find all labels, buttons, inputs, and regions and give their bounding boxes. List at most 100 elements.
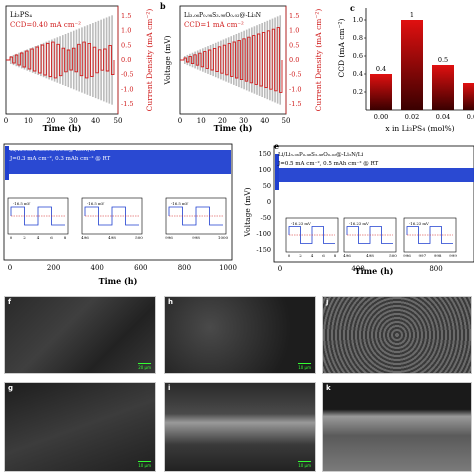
y-tick-label: 0.4: [353, 70, 363, 78]
y-tick-label: 1.0: [353, 16, 363, 24]
voltage-step: [194, 51, 196, 69]
y-tick-label: -0.5: [289, 71, 302, 79]
inset-tick-label: 498: [108, 235, 116, 240]
ccd-bar: [401, 20, 423, 110]
voltage-step: [207, 46, 209, 74]
y-tick-label: -1.0: [121, 85, 134, 93]
inset-voltage-line: [346, 226, 393, 244]
voltage-step: [108, 16, 111, 104]
inset-tick-label: 998: [192, 235, 200, 240]
inset-tick-label: 496: [343, 253, 351, 258]
inset-tick-label: 8: [334, 253, 337, 258]
voltage-step: [26, 49, 29, 71]
sem-image-j: j: [322, 296, 472, 374]
panel-b-chart: b Li₃.₀₆P₀.₉₈S₃.₉₈O₀.₀₂@-Li₃N CCD=1 mA c…: [160, 1, 323, 133]
panel-b: b Li₃.₀₆P₀.₉₈S₃.₉₈O₀.₀₂@-Li₃N CCD=1 mA c…: [158, 0, 330, 135]
y-tick-label: 0.5: [121, 41, 131, 49]
x-tick-label: 0: [4, 117, 8, 125]
voltage-step: [83, 26, 86, 94]
x-tick-label: 0.00: [374, 113, 388, 121]
x-tick-label: 0: [8, 264, 12, 272]
y-tick-label: 50: [263, 182, 271, 190]
voltage-step: [276, 16, 279, 104]
y-tick-label: -50: [261, 214, 271, 222]
voltage-step: [29, 48, 31, 72]
inset-value-label: -16.23 mV: [409, 221, 429, 226]
panel-d-legend-1: Li/Li₃.₀₆P₀.₉₈S₃.₉₈O₀.₀₂@-Li₃N/Li: [10, 146, 95, 153]
voltage-step: [12, 54, 15, 66]
voltage-step: [59, 36, 61, 84]
voltage-step: [15, 53, 18, 67]
scale-bar-label: 10 µm: [138, 461, 151, 468]
inset-tick-label: 1000: [218, 235, 229, 240]
x-tick-label: 0.06: [467, 113, 474, 121]
voltage-step: [67, 32, 70, 88]
x-tick-label: 800: [429, 265, 442, 273]
y-tick-label: 0.0: [289, 56, 299, 64]
panel-d-chart: Li/Li₃.₀₆P₀.₉₈S₃.₉₈O₀.₀₂@-Li₃N/Li J=0.3 …: [3, 143, 237, 286]
panel-c: c CCD (mA cm⁻²) 1.0 0.8 0.6 0.4 0.2 0.4 0.00 1…: [330, 0, 474, 135]
y-tick-label: -1.0: [289, 85, 302, 93]
current-density-line: [6, 41, 115, 79]
panel-a-legend-2: CCD=0.40 mA cm⁻²: [10, 21, 81, 29]
inset-value-label: -16.5 mV: [171, 201, 189, 206]
x-tick-label: 20: [218, 117, 227, 125]
current-density-line: [180, 27, 283, 93]
voltage-step: [253, 26, 256, 94]
voltage-step: [64, 34, 67, 86]
voltage-step: [199, 49, 202, 71]
y-tick-label: 0.6: [353, 52, 363, 60]
y-tick-label: 0.8: [353, 34, 363, 42]
inset-tick-label: 0: [288, 253, 291, 258]
inset-tick-label: 6: [50, 235, 53, 240]
x-tick-label: 10: [197, 117, 206, 125]
x-tick-label: 30: [69, 117, 78, 125]
voltage-step: [245, 29, 248, 91]
voltage-step: [279, 15, 282, 105]
voltage-step: [184, 56, 186, 64]
voltage-step: [186, 54, 189, 66]
y-tick-label: -100: [256, 230, 271, 238]
inset-tick-label: 997: [419, 253, 427, 258]
voltage-step: [204, 47, 207, 73]
panel-a-chart: Li₃PS₄ CCD=0.40 mA cm⁻² 0 10 20 30 40 50 Time…: [4, 5, 154, 133]
panel-a: Li₃PS₄ CCD=0.40 mA cm⁻² 0 10 20 30 40 50 Time…: [0, 0, 160, 135]
panel-d-legend-2: J=0.3 mA cm⁻², 0.3 mAh cm⁻² @ RT: [9, 155, 111, 162]
panel-a-legend-1: Li₃PS₄: [10, 11, 32, 19]
voltage-step: [23, 50, 26, 70]
inset-tick-label: 2: [299, 253, 302, 258]
x-tick-label: 800: [178, 264, 191, 272]
panel-e-chart: e Voltage (mV) Li/Li₃.₀₆P₀.₉₈S₃.₉₈O₀.₀₂@…: [243, 141, 474, 276]
inset-tick-label: 4: [37, 235, 40, 240]
panel-e: e Voltage (mV) Li/Li₃.₀₆P₀.₉₈S₃.₉₈O₀.₀₂@…: [240, 140, 474, 290]
bar-value-label: 1: [410, 11, 414, 19]
sem-letter: f: [8, 298, 12, 306]
inset-voltage-line: [84, 206, 139, 226]
inset-tick-label: 996: [165, 235, 173, 240]
y-tick-label: 0: [267, 198, 271, 206]
inset-tick-label: 999: [449, 253, 457, 258]
voltage-step: [227, 37, 230, 83]
inset-tick-label: 8: [64, 235, 67, 240]
voltage-step: [240, 31, 243, 89]
ccd-bar: [463, 83, 474, 110]
scale-bar-label: 10 µm: [298, 363, 311, 370]
voltage-step: [34, 46, 37, 74]
voltage-step: [18, 52, 20, 68]
panel-e-legend-1: Li/Li₃.₀₆P₀.₉₈S₃.₉₈O₀.₀₂@-Li₃N/Li: [278, 151, 363, 158]
panel-c-ylabel: CCD (mA cm⁻²): [337, 18, 346, 77]
y-tick-label: 100: [259, 166, 271, 174]
panel-e-ylabel: Voltage (mV): [243, 187, 252, 237]
panel-c-xlabel: x in Li₃PS₄ (mol%): [385, 124, 454, 133]
voltage-step: [75, 29, 78, 91]
sem-letter: k: [326, 384, 331, 392]
panel-b-legend-1: Li₃.₀₆P₀.₉₈S₃.₉₈O₀.₀₂@-Li₃N: [184, 12, 261, 19]
x-tick-label: 30: [239, 117, 248, 125]
sem-image-f: f 20 µm: [4, 296, 156, 374]
sem-letter: j: [326, 298, 329, 306]
voltage-step: [86, 25, 89, 95]
panel-e-xlabel: Time (h): [355, 266, 394, 276]
ccd-bar: [432, 65, 454, 110]
y-tick-label: 1.0: [121, 27, 131, 35]
sem-image-k: k: [322, 382, 472, 472]
